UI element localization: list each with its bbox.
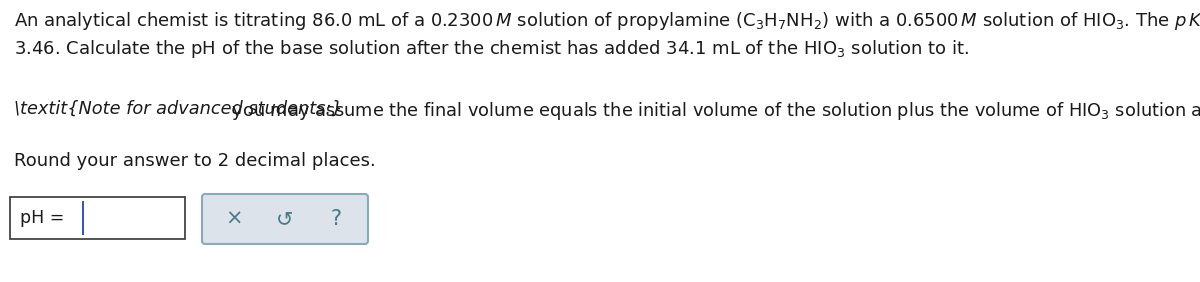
Text: you may assume the final volume equals the initial volume of the solution plus t: you may assume the final volume equals t… (226, 100, 1200, 122)
FancyBboxPatch shape (10, 197, 185, 239)
Text: 3.46. Calculate the pH of the base solution after the chemist has added 34.1 mL : 3.46. Calculate the pH of the base solut… (14, 38, 970, 60)
Text: ×: × (226, 209, 242, 229)
Text: pH =: pH = (20, 209, 70, 227)
Text: Round your answer to 2 decimal places.: Round your answer to 2 decimal places. (14, 152, 376, 170)
Text: An analytical chemist is titrating 86.0 mL of a 0.2300$\,\mathit{M}$ solution of: An analytical chemist is titrating 86.0 … (14, 10, 1200, 32)
Text: ↺: ↺ (276, 209, 294, 229)
FancyBboxPatch shape (202, 194, 368, 244)
FancyBboxPatch shape (82, 201, 84, 235)
Text: \textit{Note for advanced students:}: \textit{Note for advanced students:} (14, 100, 343, 118)
Text: ?: ? (331, 209, 342, 229)
